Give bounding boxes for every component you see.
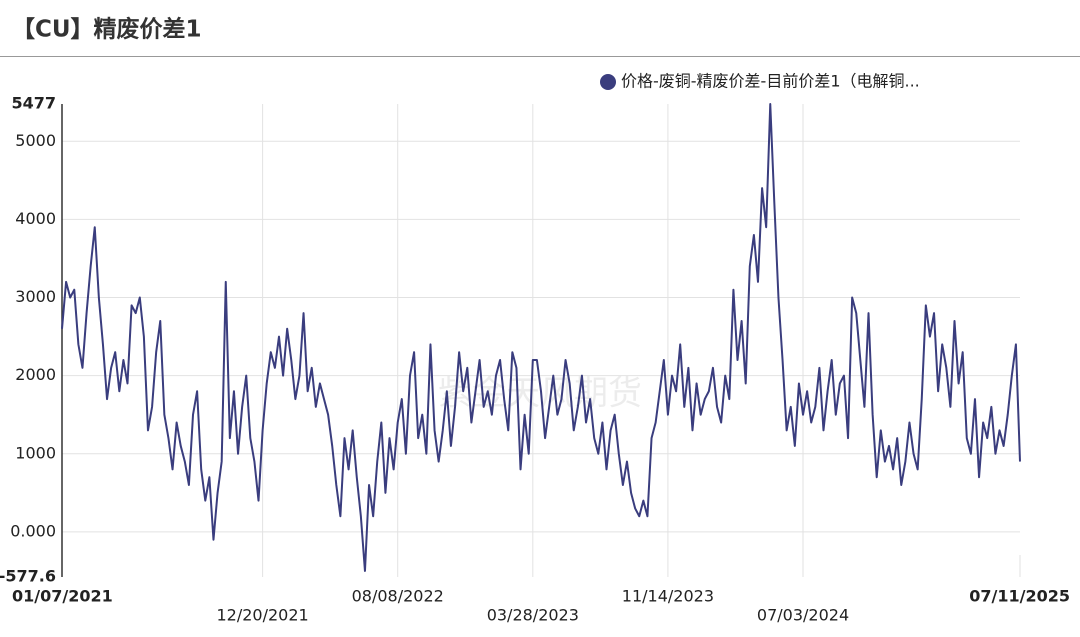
- line: [61, 103, 1021, 572]
- y-tick-label: 4000: [15, 209, 56, 228]
- x-tick-label: 12/20/2021: [216, 606, 308, 625]
- y-tick-label: 5000: [15, 131, 56, 150]
- y-tick-label: 0.000: [10, 521, 56, 540]
- x-tick-label: 01/07/2021: [12, 587, 113, 606]
- y-tick-label: 3000: [15, 287, 56, 306]
- legend-marker: [600, 74, 616, 90]
- x-tick-label: 07/03/2024: [757, 606, 849, 625]
- y-tick-label: 1000: [15, 443, 56, 462]
- x-tick-label: 03/28/2023: [487, 606, 579, 625]
- y-tick-label: 5477: [11, 94, 56, 113]
- legend-label: 价格-废铜-精废价差-目前价差1（电解铜...: [621, 72, 920, 91]
- x-tick-label: 08/08/2022: [352, 587, 444, 606]
- y-tick-label: -577.6: [0, 567, 56, 586]
- chart-title: 【CU】精废价差1: [12, 16, 202, 43]
- x-tick-label: 11/14/2023: [622, 587, 714, 606]
- y-tick-label: 2000: [15, 365, 56, 384]
- x-tick-label: 07/11/2025: [969, 587, 1070, 606]
